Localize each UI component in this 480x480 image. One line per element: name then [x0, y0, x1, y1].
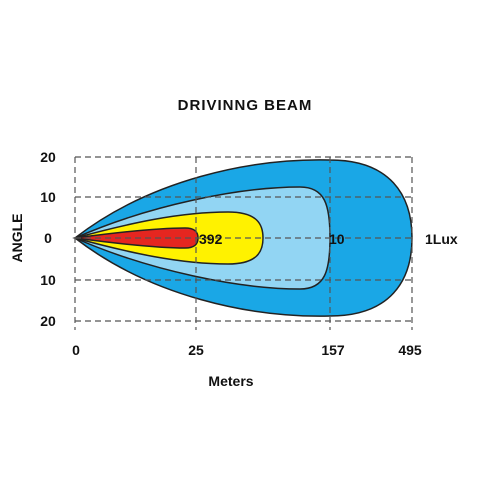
y-tick-label: 0: [44, 230, 52, 246]
x-ticks: 0 25 157 495: [72, 342, 422, 358]
y-axis-label: ANGLE: [9, 214, 25, 263]
y-ticks: 20 10 0 10 20: [40, 149, 56, 329]
x-axis-label: Meters: [208, 373, 253, 389]
isolux-label-392: 392: [199, 231, 223, 247]
x-tick-label: 495: [398, 342, 422, 358]
contours: [72, 159, 413, 317]
isolux-label-10: 10: [329, 231, 345, 247]
y-tick-label: 10: [40, 272, 56, 288]
x-tick-label: 0: [72, 342, 80, 358]
x-tick-label: 157: [321, 342, 345, 358]
isolux-label-1lux: 1Lux: [425, 231, 458, 247]
isolux-labels: 392 10 1Lux: [199, 231, 458, 247]
y-tick-label: 20: [40, 149, 56, 165]
y-tick-label: 20: [40, 313, 56, 329]
grid: [74, 156, 413, 330]
y-tick-label: 10: [40, 189, 56, 205]
x-tick-label: 25: [188, 342, 204, 358]
chart-title: DRIVINNG BEAM: [178, 97, 313, 114]
